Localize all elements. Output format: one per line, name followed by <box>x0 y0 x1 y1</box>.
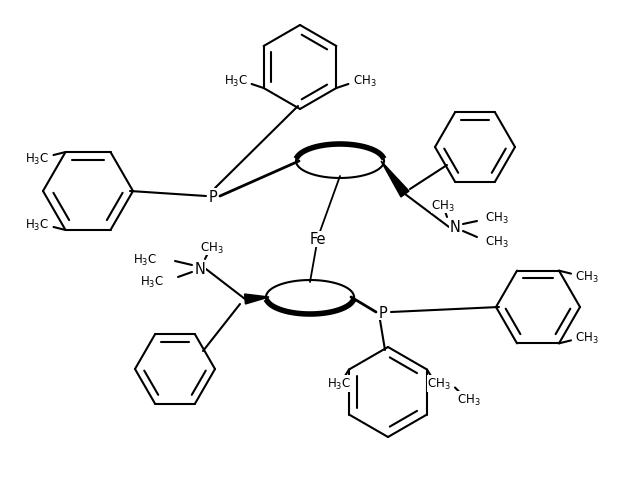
Text: CH$_3$: CH$_3$ <box>457 392 481 407</box>
Text: CH$_3$: CH$_3$ <box>575 330 599 345</box>
Text: CH$_3$: CH$_3$ <box>353 73 376 89</box>
Text: P: P <box>379 305 387 320</box>
Text: H$_3$C: H$_3$C <box>133 252 157 267</box>
Text: CH$_3$: CH$_3$ <box>431 198 455 213</box>
Text: CH$_3$: CH$_3$ <box>427 376 451 391</box>
Text: H$_3$C: H$_3$C <box>26 151 49 166</box>
Polygon shape <box>381 162 409 197</box>
Text: CH$_3$: CH$_3$ <box>200 240 224 255</box>
Text: Fe: Fe <box>310 232 326 247</box>
Text: H$_3$C: H$_3$C <box>223 73 248 89</box>
Text: H$_3$C: H$_3$C <box>26 217 49 232</box>
Text: CH$_3$: CH$_3$ <box>575 270 599 285</box>
Text: N: N <box>449 220 460 235</box>
Text: P: P <box>209 189 218 204</box>
Text: N: N <box>195 262 205 277</box>
Text: H$_3$C: H$_3$C <box>327 376 351 391</box>
Text: CH$_3$: CH$_3$ <box>485 210 509 225</box>
Text: CH$_3$: CH$_3$ <box>485 234 509 249</box>
Text: H$_3$C: H$_3$C <box>140 274 164 289</box>
Polygon shape <box>244 294 269 304</box>
